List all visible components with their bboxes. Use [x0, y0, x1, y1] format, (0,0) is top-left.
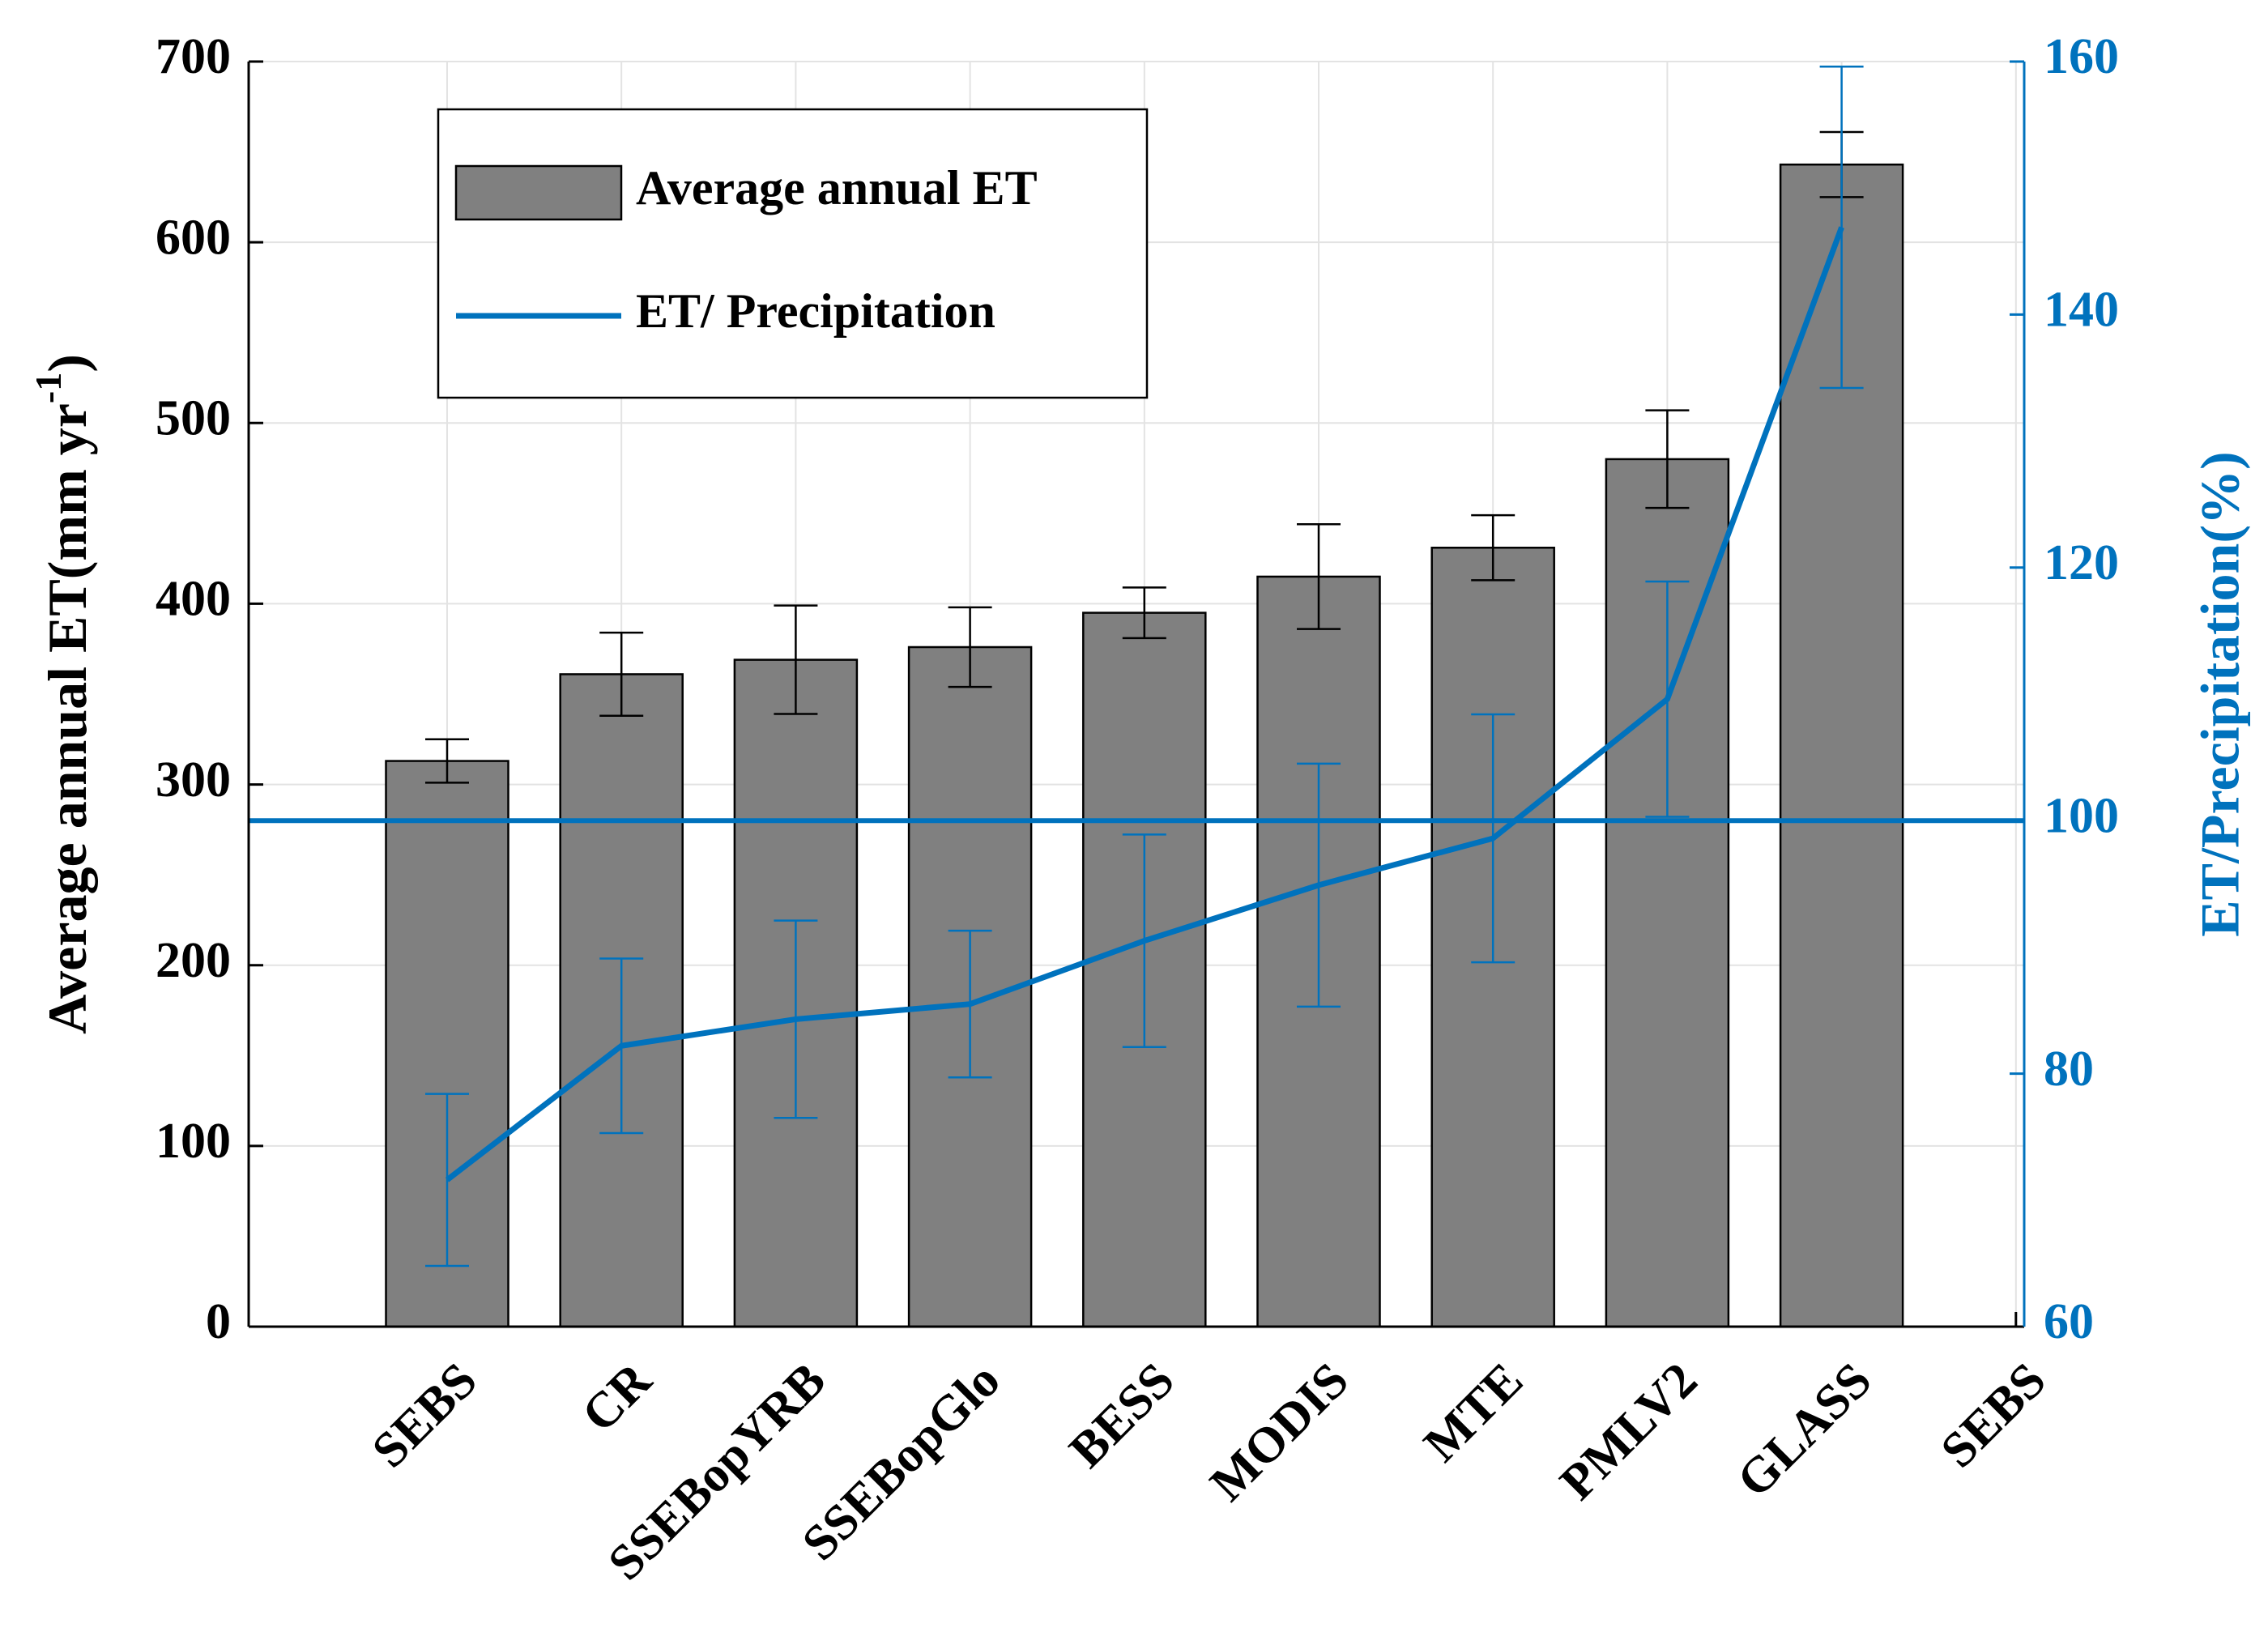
y-tick-label: 0 — [206, 1294, 231, 1349]
legend-label: ET/ Precipitation — [636, 284, 995, 338]
y-axis-label-end: ) — [36, 354, 98, 373]
legend-box — [437, 108, 1149, 399]
y-tick-label: 200 — [156, 933, 231, 988]
y-axis-label: Average annual ET(mm yr-1) — [28, 354, 98, 1034]
error-bar — [1122, 586, 1166, 640]
y2-tick-label: 60 — [2044, 1294, 2094, 1349]
error-bar — [1471, 513, 1516, 582]
legend-label: Average annual ET — [636, 161, 1038, 215]
y2-tick-label: 160 — [2044, 29, 2119, 84]
y2-tick-label: 100 — [2044, 788, 2119, 843]
error-bar — [774, 604, 818, 715]
legend-swatch — [454, 164, 623, 221]
y-tick-label: 100 — [156, 1114, 231, 1169]
error-bar — [1645, 409, 1690, 509]
y-tick-label: 500 — [156, 391, 231, 446]
error-bar — [1297, 522, 1341, 630]
y2-tick-label: 120 — [2044, 535, 2119, 590]
line — [445, 226, 1844, 1182]
error-bar — [948, 606, 992, 688]
error-bar — [599, 631, 644, 718]
y-tick-label: 600 — [156, 210, 231, 265]
error-bar — [425, 738, 469, 784]
y2-axis-label: ET/Precipitation(%) — [2189, 451, 2251, 936]
y-tick-label: 400 — [156, 572, 231, 627]
y-axis-label-sup: -1 — [28, 373, 69, 403]
y-axis-label-text: Average annual ET(mm yr — [36, 403, 98, 1034]
y2-tick-label: 140 — [2044, 283, 2119, 338]
y-tick-label: 700 — [156, 29, 231, 84]
y-tick-label: 300 — [156, 752, 231, 807]
y2-tick-label: 80 — [2044, 1042, 2094, 1097]
